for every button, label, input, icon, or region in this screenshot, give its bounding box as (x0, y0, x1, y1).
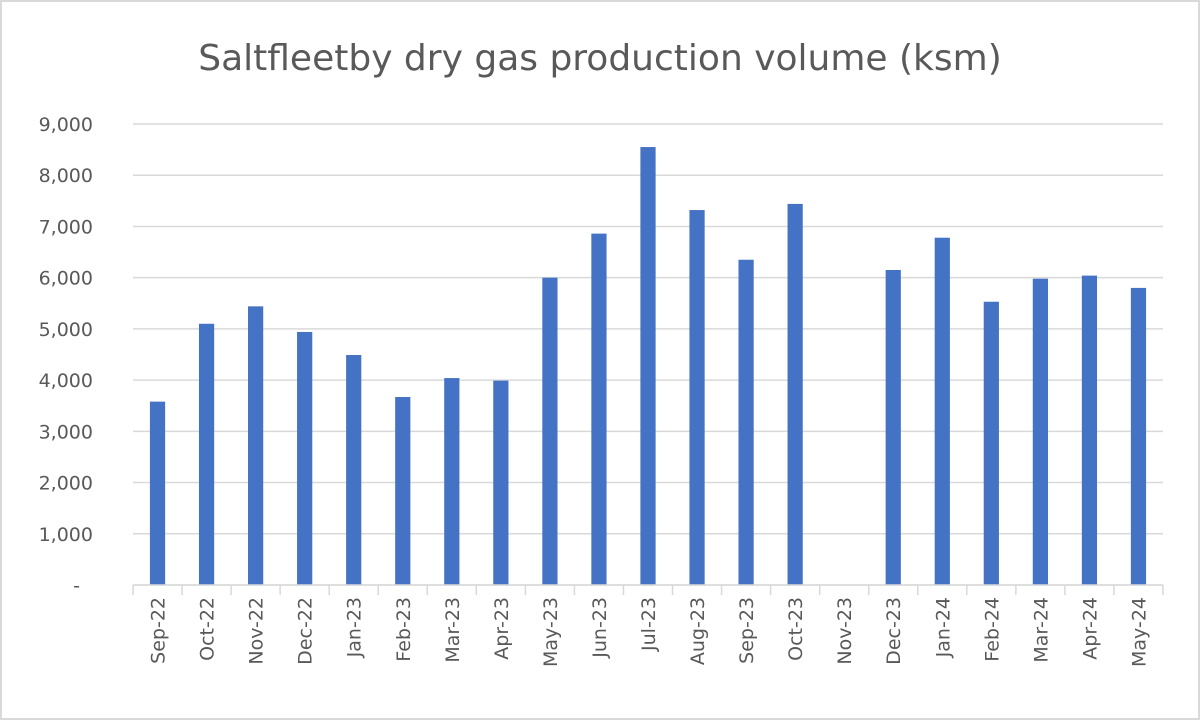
y-axis: - 1,000 2,000 3,000 4,000 5,000 6,000 7,000 8,00… (39, 114, 93, 597)
x-tick-label: Oct-23 (785, 597, 807, 661)
x-tick-label: Jan-24 (932, 597, 954, 658)
bar-sep-22 (149, 401, 166, 585)
bar-dec-23 (885, 269, 901, 585)
bar-mar-23 (444, 378, 460, 585)
bar-apr-24 (1081, 275, 1098, 585)
y-tick-label: 3,000 (39, 421, 93, 443)
x-tick-label: May-24 (1128, 597, 1150, 667)
x-tick-label: Mar-24 (1030, 597, 1052, 663)
x-tick-label: Nov-22 (246, 597, 268, 665)
bar-sep-23 (738, 259, 754, 585)
bar-feb-24 (983, 301, 999, 585)
y-tick-label: 8,000 (39, 165, 93, 187)
x-tick-label: Feb-24 (981, 597, 1003, 662)
bar-jan-24 (934, 237, 950, 586)
x-tick-label: Apr-23 (491, 597, 513, 660)
y-tick-label: 7,000 (39, 216, 93, 238)
x-tick-label: Jul-23 (638, 597, 660, 652)
x-tick-label: Sep-22 (148, 597, 170, 664)
x-tick-label: Jun-23 (589, 597, 611, 659)
y-tick-label: 5,000 (39, 319, 93, 341)
x-tick-label: Jan-23 (344, 597, 366, 658)
bar-dec-22 (297, 331, 313, 585)
x-axis: Sep-22 Oct-22 Nov-22 Dec-22 Jan-23 Feb-23 Mar-… (132, 584, 1164, 667)
y-tick-label: 1,000 (39, 524, 93, 546)
y-tick-label: 9,000 (39, 114, 93, 136)
x-tick-label: Apr-24 (1079, 597, 1101, 660)
bars (149, 147, 1147, 586)
bar-aug-23 (689, 210, 705, 585)
bar-jan-23 (346, 355, 362, 585)
chart-title: Saltfleetby dry gas production volume (k… (198, 38, 1002, 79)
x-tick-label: Dec-23 (883, 597, 905, 665)
y-tick-label: - (73, 575, 80, 597)
bar-oct-22 (198, 323, 215, 585)
x-tick-label: Feb-23 (393, 597, 415, 662)
bar-feb-23 (395, 397, 411, 585)
x-tick-label: Aug-23 (687, 597, 709, 665)
x-tick-label: May-23 (540, 597, 562, 667)
bar-nov-22 (248, 306, 264, 585)
x-tick-label: Sep-23 (736, 597, 758, 664)
x-tick-label: Nov-23 (834, 597, 856, 665)
bar-may-23 (542, 277, 558, 585)
bar-mar-24 (1032, 278, 1048, 585)
y-tick-label: 6,000 (39, 268, 93, 290)
y-tick-label: 2,000 (39, 473, 93, 495)
x-tick-label: Mar-23 (442, 597, 464, 663)
bar-jul-23 (640, 147, 656, 586)
bar-may-24 (1130, 287, 1147, 585)
x-tick-label: Oct-22 (197, 597, 219, 661)
x-tick-label: Dec-22 (295, 597, 317, 665)
bar-apr-23 (493, 380, 509, 585)
bar-jun-23 (591, 233, 607, 586)
bar-oct-23 (787, 203, 803, 585)
y-tick-label: 4,000 (39, 370, 93, 392)
